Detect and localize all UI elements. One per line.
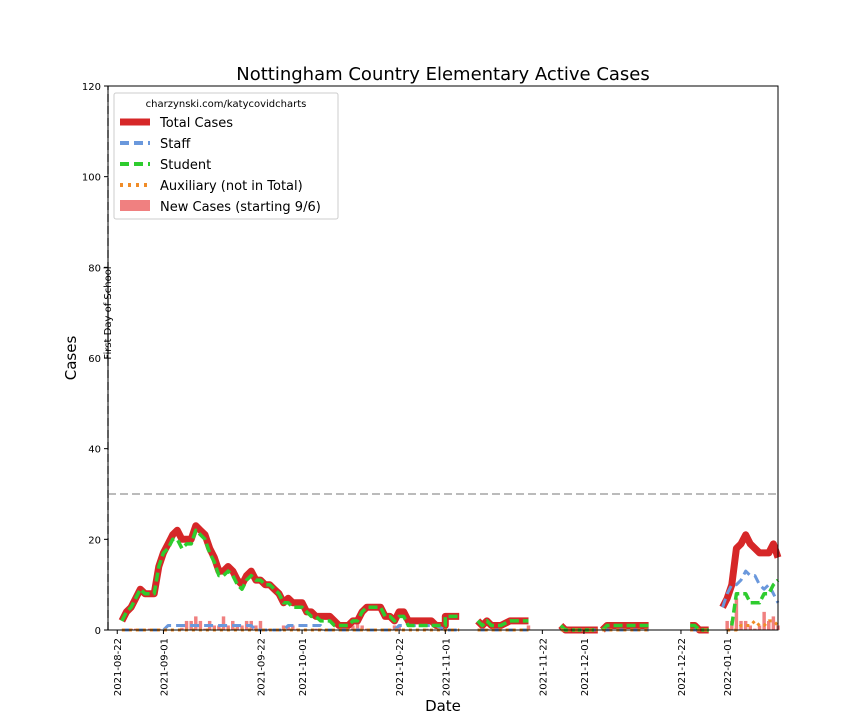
first-day-of-school-annotation: First Day of School [103, 266, 114, 359]
data-layer [107, 86, 782, 634]
new-cases-bar [203, 628, 207, 630]
new-cases-bar [748, 625, 753, 630]
new-cases-bar [240, 625, 244, 630]
y-axis-label: Cases [62, 336, 80, 381]
x-tick-label: 2021-11-22 [538, 638, 549, 696]
new-cases-bar [226, 625, 230, 630]
new-cases-bar [725, 620, 729, 630]
y-tick-label: 20 [88, 535, 101, 546]
new-cases-bar [184, 620, 189, 630]
new-cases-bar [291, 625, 295, 630]
legend-swatch-new-cases [120, 200, 150, 211]
x-tick-label: 2021-12-01 [580, 638, 591, 696]
x-axis-label: Date [425, 697, 461, 715]
x-tick-label: 2021-12-22 [677, 638, 688, 696]
legend-label-auxiliary-not-in-total: Auxiliary (not in Total) [160, 179, 303, 194]
legend-label-total-cases: Total Cases [159, 116, 233, 131]
auxiliary-not-in-total-series-line [727, 619, 780, 632]
new-cases-bar [425, 628, 429, 630]
student-series-line [120, 528, 460, 628]
new-cases-bar [743, 620, 748, 630]
legend-label-new-cases-starting-9-6: New Cases (starting 9/6) [160, 200, 321, 215]
new-cases-bar [281, 625, 286, 630]
x-tick-label: 2021-11-01 [441, 638, 452, 696]
new-cases-bar [767, 620, 771, 630]
new-cases-bar [397, 625, 401, 630]
new-cases-bar [217, 625, 221, 630]
new-cases-bar [133, 628, 138, 630]
legend-box [113, 92, 339, 220]
new-cases-bar [355, 620, 360, 630]
new-cases-bar [392, 625, 397, 630]
y-tick-label: 80 [88, 263, 101, 274]
y-tick-label: 0 [95, 626, 101, 637]
y-tick-label: 120 [82, 82, 101, 93]
legend: charzynski.com/katycovidcharts Total Cas… [113, 92, 339, 220]
new-cases-bar [753, 628, 757, 630]
new-cases-bar [235, 625, 240, 630]
new-cases-bar [351, 625, 355, 630]
x-tick-label: 2022-01-01 [723, 638, 734, 696]
total-cases-series-line [719, 531, 782, 609]
x-tick-label: 2021-09-22 [256, 638, 267, 696]
new-cases-bar [254, 625, 258, 630]
y-tick-label: 40 [88, 445, 101, 456]
total-cases-series-line [118, 522, 460, 629]
new-cases-bar [258, 620, 263, 630]
new-cases-bar [526, 625, 531, 630]
legend-label-staff: Staff [160, 137, 191, 152]
new-cases-bar [286, 625, 290, 630]
new-cases-bar [762, 611, 766, 630]
new-cases-bar [180, 627, 184, 630]
y-tick-label: 60 [88, 354, 101, 365]
y-tick-label: 100 [82, 173, 101, 184]
x-tick-label: 2021-10-22 [395, 638, 406, 696]
new-cases-bar [314, 628, 318, 630]
new-cases-bar [734, 598, 739, 630]
x-tick-label: 2021-08-22 [113, 638, 124, 696]
legend-note: charzynski.com/katycovidcharts [146, 99, 307, 110]
student-series-line [601, 623, 649, 632]
new-cases-bar [771, 616, 776, 630]
x-tick-label: 2021-10-01 [298, 638, 309, 696]
ticks-layer: 0 20 40 60 80 100 120 2021-08-22 2021-09-01 2021-… [82, 82, 734, 696]
new-cases-bar [198, 620, 203, 630]
new-cases-bar [360, 625, 364, 630]
new-cases-bar [757, 625, 762, 630]
new-cases-bar [194, 616, 198, 630]
legend-items: Total Cases Staff Student Auxiliary (not in… [120, 116, 321, 215]
new-cases-bar [212, 625, 217, 630]
chart-title: Nottingham Country Elementary Active Cas… [236, 64, 650, 85]
student-series-line [476, 619, 529, 628]
x-tick-label: 2021-09-01 [159, 638, 170, 696]
legend-label-student: Student [160, 158, 211, 173]
new-cases-bar [221, 616, 226, 630]
student-series-line [730, 578, 780, 626]
new-cases-bar [147, 628, 152, 630]
